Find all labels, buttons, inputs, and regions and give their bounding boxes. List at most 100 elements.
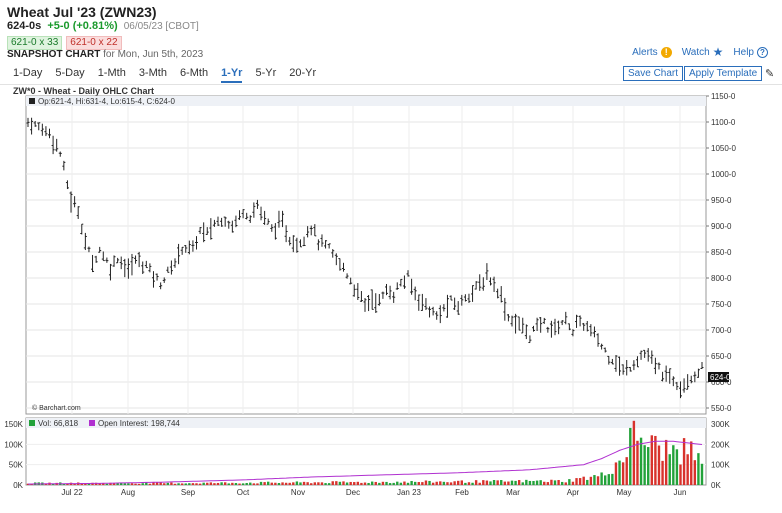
volume-bar xyxy=(216,482,220,485)
volume-bar xyxy=(263,482,266,485)
star-icon: ★ xyxy=(712,45,724,59)
volume-bar xyxy=(521,482,524,485)
tab-1-mth[interactable]: 1-Mth xyxy=(97,67,126,79)
help-label: Help xyxy=(733,47,754,58)
volume-bar xyxy=(209,482,213,485)
volume-bar xyxy=(120,482,123,485)
volume-bar xyxy=(503,481,507,485)
tab-6-mth[interactable]: 6-Mth xyxy=(179,67,209,79)
quote-date: 06/05/23 [CBOT] xyxy=(123,21,199,32)
volume-bar xyxy=(381,481,385,485)
ask-badge: 621-0 x 22 xyxy=(66,36,122,50)
x-tick-label: Apr xyxy=(567,488,580,497)
tab-5-yr[interactable]: 5-Yr xyxy=(255,67,277,79)
volume-bar xyxy=(421,482,424,485)
oi-tick-label: 100K xyxy=(711,461,730,470)
x-tick-label: May xyxy=(616,488,631,497)
price-tick-label: 650-0 xyxy=(711,352,732,361)
pencil-icon[interactable]: ✎ xyxy=(765,68,775,80)
tab-1-yr[interactable]: 1-Yr xyxy=(221,67,243,83)
volume-bar xyxy=(84,483,87,485)
volume-bar xyxy=(184,483,187,485)
volume-bar xyxy=(467,482,471,485)
volume-tick-label: 150K xyxy=(4,420,23,429)
volume-bar xyxy=(396,481,399,485)
volume-bar xyxy=(370,481,374,485)
volume-bar xyxy=(593,475,596,485)
help-link[interactable]: Help ? xyxy=(733,47,768,58)
volume-bar xyxy=(385,481,388,485)
volume-bar xyxy=(270,482,273,485)
oi-legend-swatch xyxy=(89,420,95,426)
volume-bar xyxy=(664,439,668,485)
last-price: 624-0s xyxy=(7,20,42,32)
volume-bar xyxy=(535,480,539,485)
volume-bar xyxy=(177,483,180,485)
volume-bar xyxy=(600,472,603,485)
volume-bar xyxy=(449,482,453,485)
x-tick-label: Mar xyxy=(506,488,520,497)
volume-bar xyxy=(578,478,582,485)
watermark: © Barchart.com xyxy=(32,404,81,412)
volume-bar xyxy=(517,480,521,485)
volume-bar xyxy=(650,435,654,485)
volume-bar xyxy=(550,479,553,485)
volume-bar xyxy=(367,482,370,485)
volume-bar xyxy=(173,483,177,485)
volume-bar xyxy=(91,482,94,485)
volume-bar xyxy=(112,483,116,485)
header-divider xyxy=(0,84,782,85)
volume-bar xyxy=(163,483,166,485)
snapshot-title: SNAPSHOT CHART xyxy=(7,49,101,60)
volume-bar xyxy=(392,482,395,485)
price-tick-label: 750-0 xyxy=(711,300,732,309)
volume-bar xyxy=(457,480,460,485)
price-axis: 1150-0 1100-0 1050-0 1000-0 950-0 900-0 850-0 8… xyxy=(706,92,736,413)
tab-5-day[interactable]: 5-Day xyxy=(55,67,85,79)
price-tick-label: 850-0 xyxy=(711,248,732,257)
volume-bar xyxy=(292,482,295,485)
volume-bar xyxy=(686,454,689,485)
volume-bar xyxy=(152,482,155,485)
bid-badge: 621-0 x 33 xyxy=(7,36,63,50)
tab-3-mth[interactable]: 3-Mth xyxy=(138,67,167,79)
volume-bar xyxy=(690,441,693,485)
header-links: Alerts ! Watch ★ Help ? xyxy=(632,45,768,59)
volume-bar xyxy=(141,483,144,485)
watch-link[interactable]: Watch ★ xyxy=(682,45,724,59)
volume-tick-label: 50K xyxy=(9,461,24,470)
volume-bar xyxy=(220,482,223,485)
ohlc-bars xyxy=(26,117,704,399)
volume-bar xyxy=(213,483,216,485)
volume-bar xyxy=(281,482,284,485)
chart-title: ZW*0 - Wheat - Daily OHLC Chart xyxy=(13,86,155,96)
volume-bar xyxy=(148,483,152,485)
volume-bar xyxy=(302,481,306,485)
volume-bar xyxy=(223,482,227,485)
last-price-tag xyxy=(708,372,729,382)
tab-20-yr[interactable]: 20-Yr xyxy=(289,67,317,79)
volume-bar xyxy=(582,476,585,485)
volume-bar xyxy=(241,483,245,485)
volume-bar xyxy=(417,482,420,485)
x-tick-label: Jul 22 xyxy=(61,488,83,497)
volume-bar xyxy=(256,483,259,485)
price-tick-label: 700-0 xyxy=(711,326,732,335)
apply-template-button[interactable]: Apply Template xyxy=(684,66,763,81)
volume-bar xyxy=(73,483,76,485)
volume-bar xyxy=(51,483,55,485)
volume-bar xyxy=(249,482,252,485)
price-legend-swatch xyxy=(29,98,35,104)
tab-1-day[interactable]: 1-Day xyxy=(13,67,43,79)
alerts-link[interactable]: Alerts ! xyxy=(632,47,672,58)
volume-bar xyxy=(195,483,198,485)
bid-ask: 621-0 x 33 621-0 x 22 xyxy=(7,36,122,50)
volume-bar xyxy=(693,460,697,485)
volume-bar xyxy=(227,483,230,485)
volume-bar xyxy=(525,479,528,485)
volume-bar xyxy=(614,462,618,485)
volume-bar xyxy=(546,482,550,485)
volume-bar xyxy=(310,483,313,485)
volume-bar xyxy=(166,482,170,485)
save-chart-button[interactable]: Save Chart xyxy=(623,66,684,81)
